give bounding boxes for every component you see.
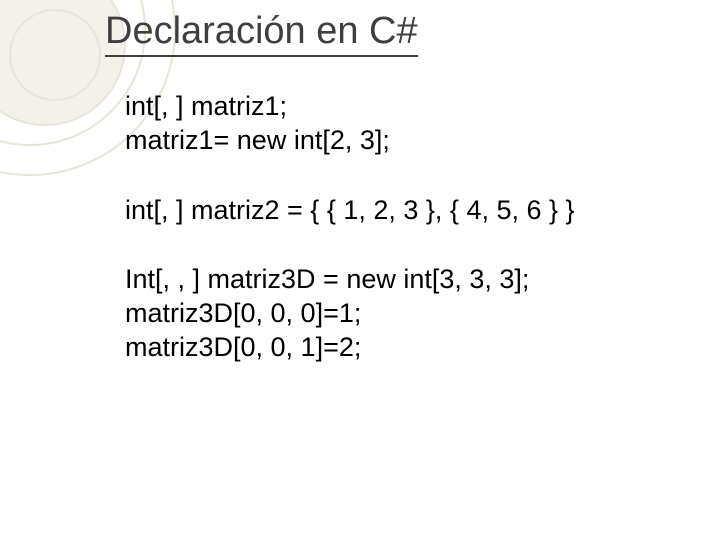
code-block: Int[, , ] matriz3D = new int[3, 3, 3]; m… bbox=[125, 263, 685, 364]
code-line: matriz3D[0, 0, 1]=2; bbox=[125, 331, 685, 365]
code-block: int[, ] matriz1; matriz1= new int[2, 3]; bbox=[125, 90, 685, 158]
code-block: int[, ] matriz2 = { { 1, 2, 3 }, { 4, 5,… bbox=[125, 194, 685, 228]
slide: Declaración en C# int[, ] matriz1; matri… bbox=[0, 0, 720, 540]
slide-title: Declaración en C# bbox=[105, 10, 418, 57]
code-line: int[, ] matriz1; bbox=[125, 90, 685, 124]
slide-body: int[, ] matriz1; matriz1= new int[2, 3];… bbox=[125, 90, 685, 365]
code-line: Int[, , ] matriz3D = new int[3, 3, 3]; bbox=[125, 263, 685, 297]
code-line: matriz1= new int[2, 3]; bbox=[125, 124, 685, 158]
code-line: int[, ] matriz2 = { { 1, 2, 3 }, { 4, 5,… bbox=[125, 194, 685, 228]
code-line: matriz3D[0, 0, 0]=1; bbox=[125, 297, 685, 331]
